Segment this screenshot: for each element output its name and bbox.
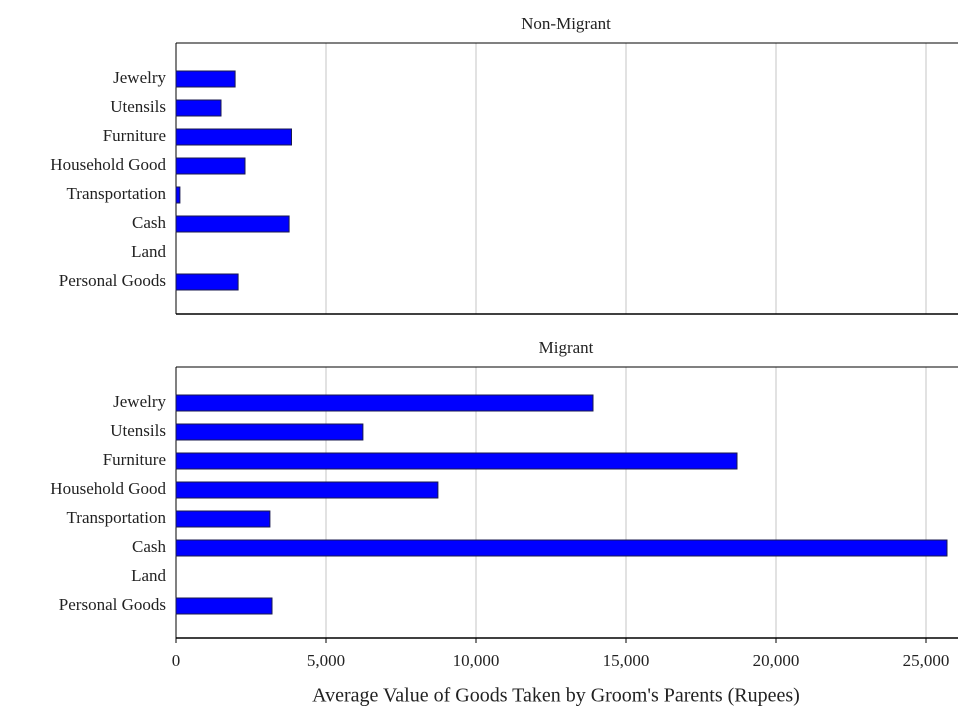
bar [175,452,738,470]
y-tick-label: Jewelry [113,392,166,411]
y-tick-label: Personal Goods [59,595,166,614]
bar [175,70,236,88]
x-axis-label: Average Value of Goods Taken by Groom's … [312,685,800,707]
y-tick-label: Furniture [103,450,166,469]
bar [175,423,364,441]
bar [175,215,290,233]
bar [175,597,273,615]
x-tick-label: 5,000 [307,651,345,670]
x-tick-label: 20,000 [753,651,800,670]
y-tick-label: Furniture [103,126,166,145]
x-tick-label: 0 [172,651,181,670]
bar [175,273,239,291]
bar [175,99,222,117]
y-tick-label: Utensils [110,97,166,116]
panel-title: Non-Migrant [521,14,611,33]
bar [175,157,246,175]
bar [175,539,948,557]
bar [175,186,181,204]
x-tick-label: 25,000 [903,651,950,670]
y-tick-label: Household Good [50,479,166,498]
y-tick-label: Personal Goods [59,271,166,290]
y-tick-label: Household Good [50,155,166,174]
bar [175,510,271,528]
x-tick-label: 10,000 [453,651,500,670]
bar [175,394,594,412]
y-tick-label: Transportation [67,508,167,527]
y-tick-label: Cash [132,537,167,556]
bar [175,128,292,146]
x-tick-label: 15,000 [603,651,650,670]
y-tick-label: Transportation [67,184,167,203]
y-tick-label: Land [131,242,166,261]
y-tick-label: Jewelry [113,68,166,87]
y-tick-label: Utensils [110,421,166,440]
panel-title: Migrant [539,338,594,357]
y-tick-label: Land [131,566,166,585]
bar [175,481,439,499]
y-tick-label: Cash [132,213,167,232]
